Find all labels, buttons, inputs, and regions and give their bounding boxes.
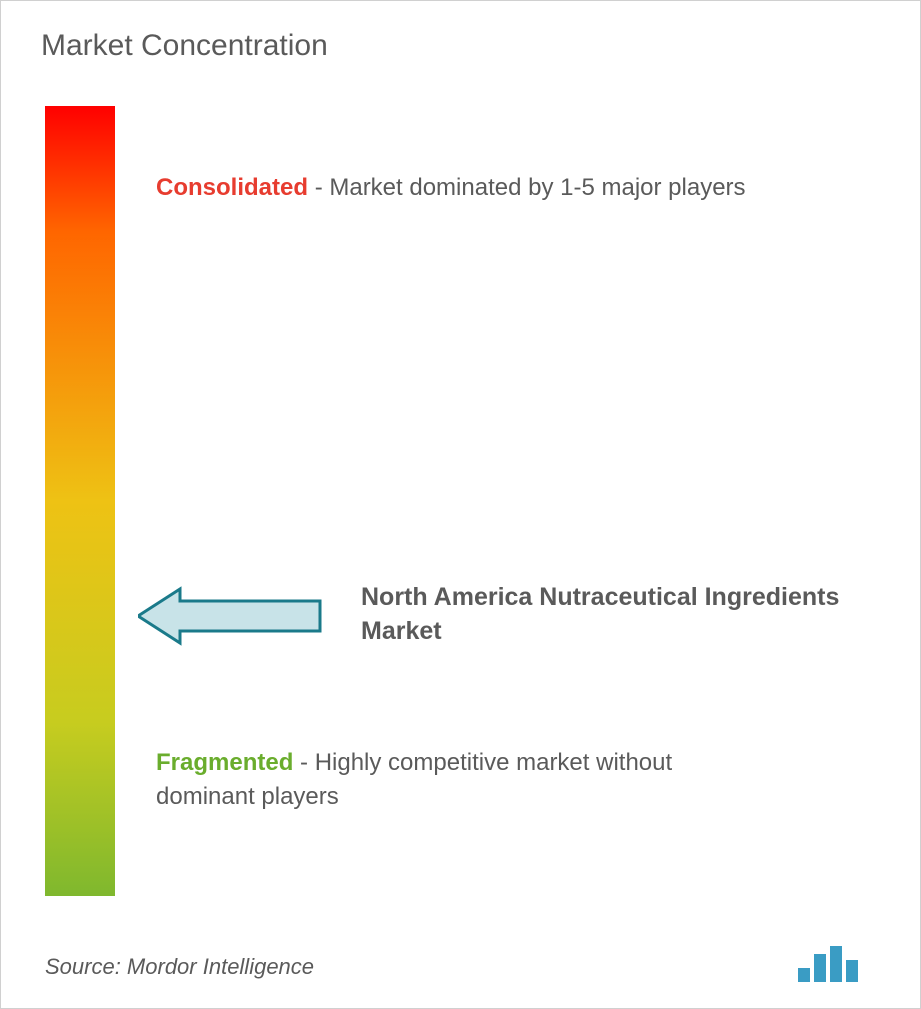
page-title: Market Concentration (41, 29, 328, 63)
concentration-gradient-bar (45, 106, 115, 896)
consolidated-description: - Market dominated by 1-5 major players (315, 174, 746, 201)
fragmented-row: Fragmented - Highly competitive market w… (156, 746, 672, 813)
consolidated-row: Consolidated - Market dominated by 1-5 m… (156, 171, 746, 205)
consolidated-label: Consolidated (156, 174, 308, 201)
pointer-arrow-icon (138, 586, 323, 646)
market-name-label: North America Nutraceutical Ingredients … (361, 581, 841, 649)
source-attribution: Source: Mordor Intelligence (45, 954, 314, 980)
fragmented-description-line1: - Highly competitive market without (300, 749, 672, 776)
mordor-logo-icon (798, 946, 862, 984)
fragmented-label: Fragmented (156, 749, 293, 776)
fragmented-description-line2: dominant players (156, 783, 339, 810)
